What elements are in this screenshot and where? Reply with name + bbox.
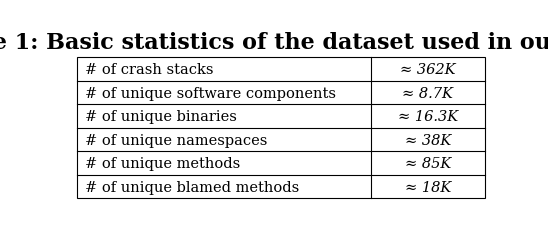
Text: ≈ 85K: ≈ 85K	[404, 156, 451, 170]
Bar	[77, 58, 484, 198]
Text: ≈ 38K: ≈ 38K	[404, 133, 451, 147]
Text: # of unique namespaces: # of unique namespaces	[85, 133, 268, 147]
Text: # of unique blamed methods: # of unique blamed methods	[85, 180, 300, 194]
Text: # of unique software components: # of unique software components	[85, 86, 336, 100]
Text: # of crash stacks: # of crash stacks	[85, 63, 214, 77]
Text: ≈ 16.3K: ≈ 16.3K	[397, 110, 458, 124]
Text: ≈ 18K: ≈ 18K	[404, 180, 451, 194]
Text: ble 1: Basic statistics of the dataset used in our st: ble 1: Basic statistics of the dataset u…	[0, 32, 548, 54]
Text: # of unique binaries: # of unique binaries	[85, 110, 237, 124]
Text: # of unique methods: # of unique methods	[85, 156, 241, 170]
Text: ≈ 8.7K: ≈ 8.7K	[402, 86, 453, 100]
Text: ≈ 362K: ≈ 362K	[400, 63, 455, 77]
